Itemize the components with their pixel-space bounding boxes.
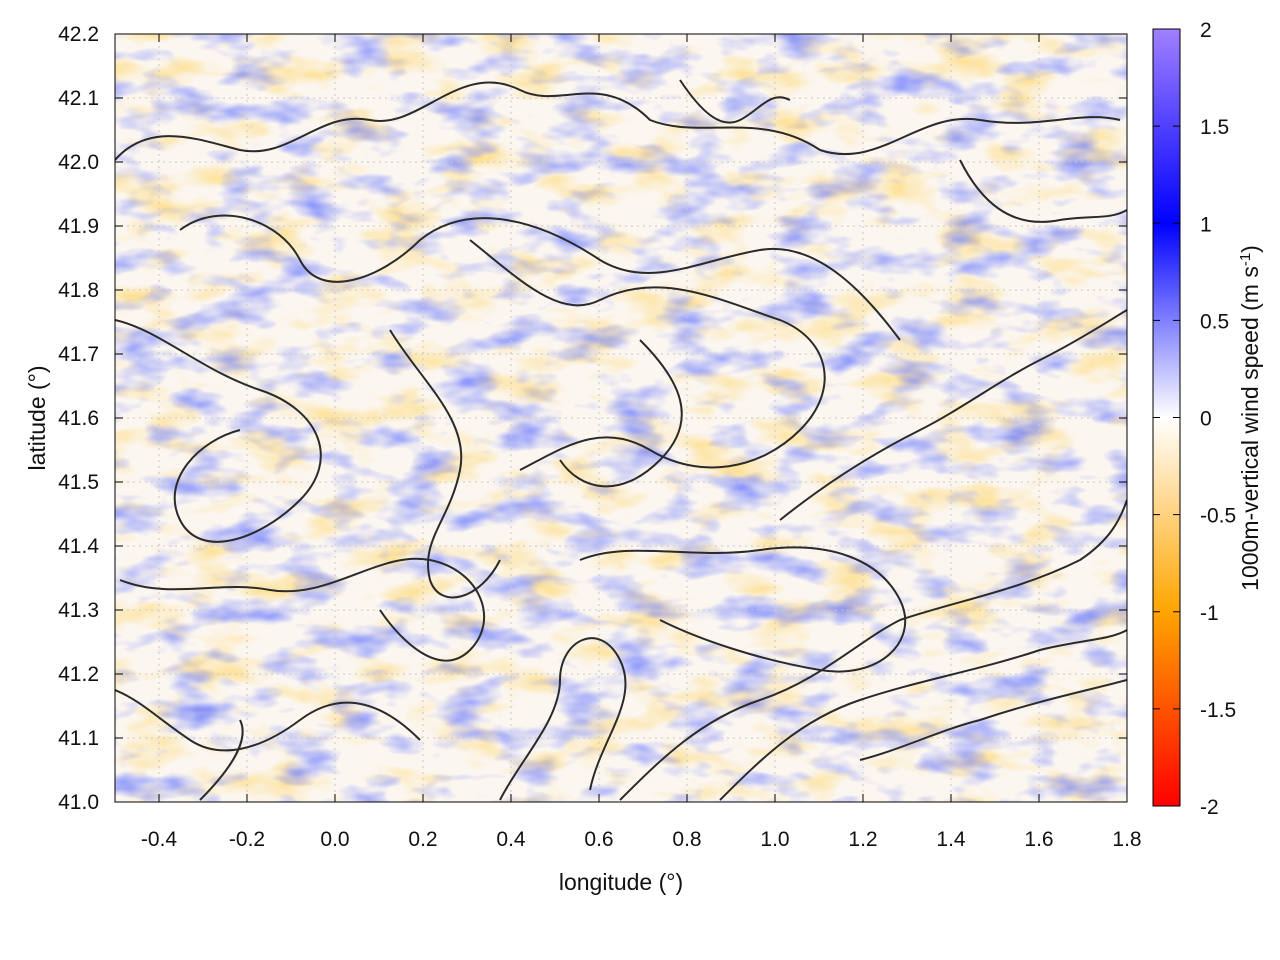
x-tick-label: 1.2 — [848, 828, 877, 851]
x-tick-label: 0.0 — [320, 828, 349, 851]
y-axis-label: latitude (°) — [24, 365, 50, 470]
colorbar-label: 1000m-vertical wind speed (m s-1) — [1237, 245, 1263, 591]
x-tick-label: 1.4 — [936, 828, 966, 851]
colorbar-tick-label: 2 — [1200, 19, 1212, 42]
y-tick-label: 41.2 — [58, 663, 99, 686]
colorbar-tick-label: 1 — [1200, 213, 1212, 236]
contour-lines — [115, 79, 1127, 801]
y-tick-label: 41.9 — [58, 215, 99, 238]
y-tick-label: 41.5 — [58, 471, 99, 494]
y-tick-label: 41.8 — [58, 279, 99, 302]
x-axis-label: longitude (°) — [559, 869, 683, 895]
x-tick-label: 0.8 — [672, 828, 701, 851]
x-tick-label: 0.4 — [496, 828, 526, 851]
y-tick-label: 41.3 — [58, 599, 99, 622]
y-tick-label: 41.7 — [58, 343, 99, 366]
x-tick-label: 1.8 — [1112, 828, 1141, 851]
colorbar-ticks: 2 1.5 1 0.5 0 -0.5 -1 -1.5 -2 — [1153, 19, 1236, 819]
y-axis: 41.0 41.1 41.2 41.3 41.4 41.5 41.6 41.7 41.8 41.9… — [58, 23, 1127, 814]
y-tick-label: 41.1 — [58, 727, 99, 750]
grid-lines — [115, 34, 1127, 802]
colorbar-tick-label: -0.5 — [1200, 505, 1236, 528]
colorbar-tick-label: 0 — [1200, 408, 1212, 431]
x-tick-label: 0.2 — [408, 828, 437, 851]
x-tick-label: -0.2 — [229, 828, 265, 851]
y-tick-label: 41.4 — [58, 535, 99, 558]
y-tick-label: 42.2 — [58, 23, 99, 46]
x-axis: -0.4 -0.2 0.0 0.2 0.4 0.6 0.8 1.0 1.2 1.4 1.6 1.8 — [141, 34, 1142, 851]
colorbar-tick-label: 1.5 — [1200, 116, 1229, 139]
x-tick-label: -0.4 — [141, 828, 178, 851]
y-tick-label: 41.0 — [58, 791, 99, 814]
colorbar-tick-label: -1.5 — [1200, 699, 1236, 722]
colorbar-tick-label: -2 — [1200, 796, 1219, 819]
y-tick-label: 42.0 — [58, 151, 99, 174]
y-tick-label: 41.6 — [58, 407, 99, 430]
x-tick-label: 1.6 — [1024, 828, 1053, 851]
y-tick-label: 42.1 — [58, 87, 99, 110]
colorbar-tick-label: -1 — [1200, 602, 1219, 625]
colorbar-tick-label: 0.5 — [1200, 310, 1229, 333]
x-tick-label: 1.0 — [760, 828, 789, 851]
x-tick-label: 0.6 — [584, 828, 613, 851]
